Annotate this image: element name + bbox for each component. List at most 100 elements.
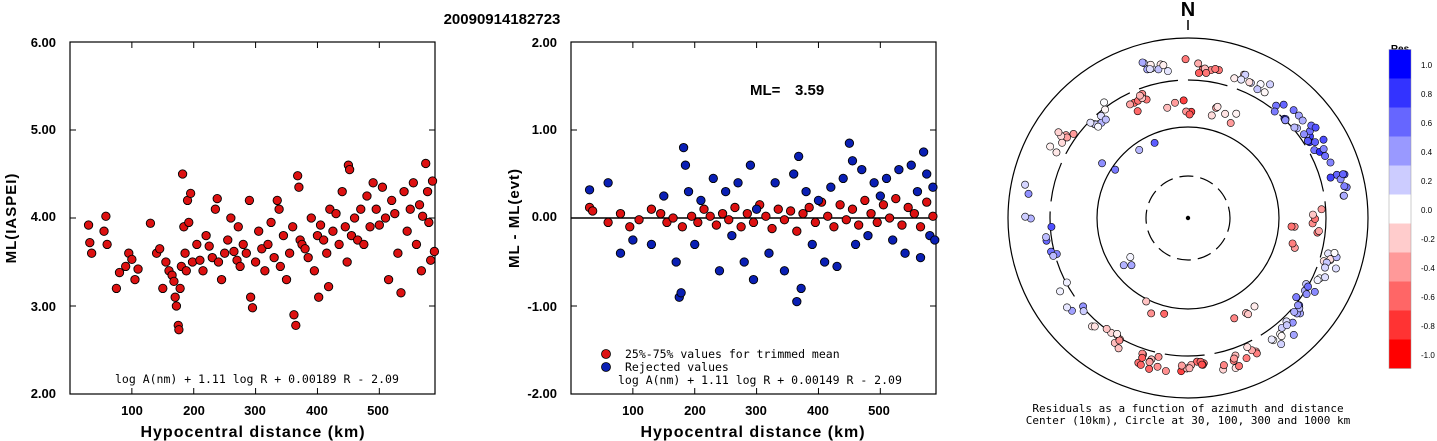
data-point: [87, 248, 97, 258]
data-point: [344, 164, 355, 175]
accepted-point: [748, 217, 759, 228]
station-residual-marker: [1094, 122, 1103, 131]
station-residual-marker: [1311, 138, 1319, 146]
station-residual-marker: [1202, 69, 1211, 77]
station-residual-marker: [1102, 324, 1111, 333]
data-point: [427, 176, 438, 186]
left-ytick-label: 2.00: [31, 386, 56, 401]
station-residual-marker: [1101, 115, 1110, 124]
left-xtick-label: 300: [244, 403, 266, 418]
rejected-point: [850, 239, 861, 250]
station-residual-marker: [1289, 330, 1298, 339]
station-residual-marker: [1211, 65, 1220, 73]
station-residual-marker: [1317, 205, 1326, 214]
colorbar-tick: -1.0: [1421, 351, 1435, 360]
rejected-point: [900, 248, 910, 258]
rejected-point: [832, 261, 842, 272]
data-point: [421, 158, 431, 169]
rejected-point: [930, 235, 940, 245]
station-residual-marker: [1300, 130, 1308, 139]
station-residual-marker: [1138, 58, 1147, 67]
accepted-point: [891, 193, 901, 204]
data-point: [235, 261, 245, 272]
accepted-point: [878, 200, 889, 210]
north-label: N: [1181, 0, 1195, 21]
station-residual-marker: [1230, 354, 1239, 363]
station-residual-marker: [1237, 75, 1246, 84]
middle-ytick-label: -1.00: [527, 299, 557, 314]
data-point: [238, 239, 248, 250]
data-point: [111, 283, 122, 294]
accepted-point: [866, 208, 876, 219]
left-xtick-label: 500: [367, 403, 389, 418]
rejected-point: [928, 182, 938, 192]
station-residual-marker: [1135, 91, 1144, 100]
accepted-point: [742, 208, 752, 219]
accepted-point: [662, 217, 672, 228]
rejected-point: [881, 173, 892, 184]
accepted-point: [705, 211, 715, 221]
data-point: [426, 255, 436, 265]
station-residual-marker: [1100, 98, 1108, 107]
colorbar-tick: -0.4: [1421, 264, 1435, 273]
middle-ytick-label: 2.00: [532, 35, 557, 50]
station-residual-marker: [1049, 251, 1058, 260]
station-residual-marker: [1160, 309, 1169, 318]
station-residual-marker: [1290, 123, 1299, 132]
rejected-point: [915, 252, 926, 263]
station-residual-marker: [1119, 261, 1128, 270]
accepted-point: [717, 208, 728, 219]
polar-caption-line2: Center (10km), Circle at 30, 100, 300 an…: [1026, 414, 1351, 427]
station-residual-marker: [1253, 85, 1262, 94]
colorbar-frame: [1388, 49, 1412, 369]
left-ytick-label: 5.00: [31, 122, 56, 137]
data-point: [272, 195, 282, 206]
accepted-point: [693, 217, 703, 228]
station-residual-marker: [1311, 123, 1320, 132]
data-point: [83, 220, 94, 230]
data-point: [387, 195, 397, 206]
left-ytick-label: 6.00: [31, 35, 56, 50]
data-point: [408, 178, 418, 188]
middle-xaxis-label: Hypocentral distance (km): [640, 424, 865, 441]
data-point: [181, 266, 191, 276]
rejected-point: [690, 239, 700, 250]
station-residual-marker: [1142, 297, 1151, 306]
accepted-point: [711, 220, 722, 230]
data-point: [175, 283, 185, 294]
accepted-point: [699, 204, 709, 214]
ml-label: ML=: [750, 82, 781, 99]
data-point: [201, 230, 211, 241]
rejected-point: [678, 142, 689, 153]
data-point: [177, 169, 188, 179]
accepted-point: [767, 223, 777, 234]
station-residual-marker: [1270, 107, 1279, 116]
rejected-point: [708, 173, 718, 184]
rejected-point: [888, 235, 898, 245]
station-residual-marker: [1063, 303, 1071, 312]
data-point: [328, 226, 338, 236]
station-residual-marker: [1277, 332, 1286, 340]
data-point: [377, 182, 388, 192]
rejected-point: [739, 257, 749, 267]
accepted-point: [928, 211, 938, 221]
rejected-point: [819, 257, 830, 267]
data-point: [402, 226, 412, 236]
colorbar-cell: [1389, 194, 1411, 224]
station-residual-marker: [1242, 354, 1251, 363]
station-residual-marker: [1213, 102, 1222, 111]
data-point: [210, 204, 221, 214]
data-point: [300, 244, 310, 254]
accepted-point: [773, 204, 783, 214]
accepted-point: [724, 215, 734, 225]
data-point: [380, 213, 391, 223]
data-point: [362, 191, 372, 201]
station-residual-marker: [1185, 110, 1194, 119]
data-point: [393, 248, 403, 258]
station-residual-marker: [1145, 65, 1154, 73]
station-residual-marker: [1226, 119, 1235, 127]
data-point: [257, 244, 267, 254]
middle-ytick-label: 1.00: [532, 122, 557, 137]
station-residual-marker: [1181, 55, 1190, 64]
rejected-point: [671, 257, 681, 267]
